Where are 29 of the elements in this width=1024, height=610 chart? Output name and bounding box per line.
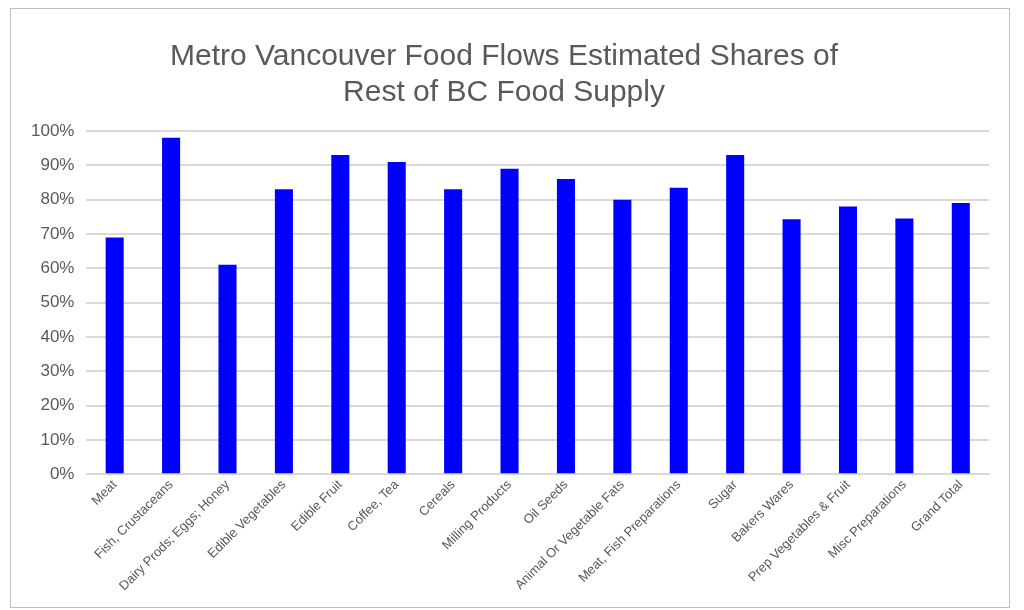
- bar: [218, 264, 237, 474]
- bar: [162, 137, 181, 474]
- bar: [951, 203, 970, 474]
- bar: [726, 155, 745, 474]
- text: Metro Vancouver Food Flows Estimated Shares of: [169, 38, 839, 72]
- y-tick-label: 40%: [40, 326, 75, 346]
- y-tick-label: 0%: [49, 463, 75, 483]
- bar: [838, 206, 858, 474]
- y-tick-label: 60%: [40, 257, 75, 277]
- bar: [274, 189, 293, 474]
- y-tick-label: 30%: [40, 360, 75, 380]
- bar: [105, 237, 124, 474]
- bar: [669, 187, 688, 474]
- bar: [387, 161, 406, 474]
- y-tick-label: 10%: [40, 429, 75, 449]
- y-tick-label: 70%: [40, 223, 75, 243]
- bar: [444, 189, 463, 474]
- bar: [613, 199, 632, 474]
- text: Rest of BC Food Supply: [343, 74, 665, 108]
- bar: [782, 219, 801, 474]
- y-tick-label: 90%: [40, 155, 75, 175]
- bar: [500, 168, 519, 474]
- y-tick-label: 80%: [40, 189, 75, 209]
- y-tick-label: 50%: [40, 292, 75, 312]
- y-tick-label: 20%: [40, 395, 75, 415]
- bar: [895, 218, 914, 474]
- bar: [556, 179, 575, 474]
- y-tick-label: 100%: [31, 120, 75, 140]
- bar: [331, 155, 350, 474]
